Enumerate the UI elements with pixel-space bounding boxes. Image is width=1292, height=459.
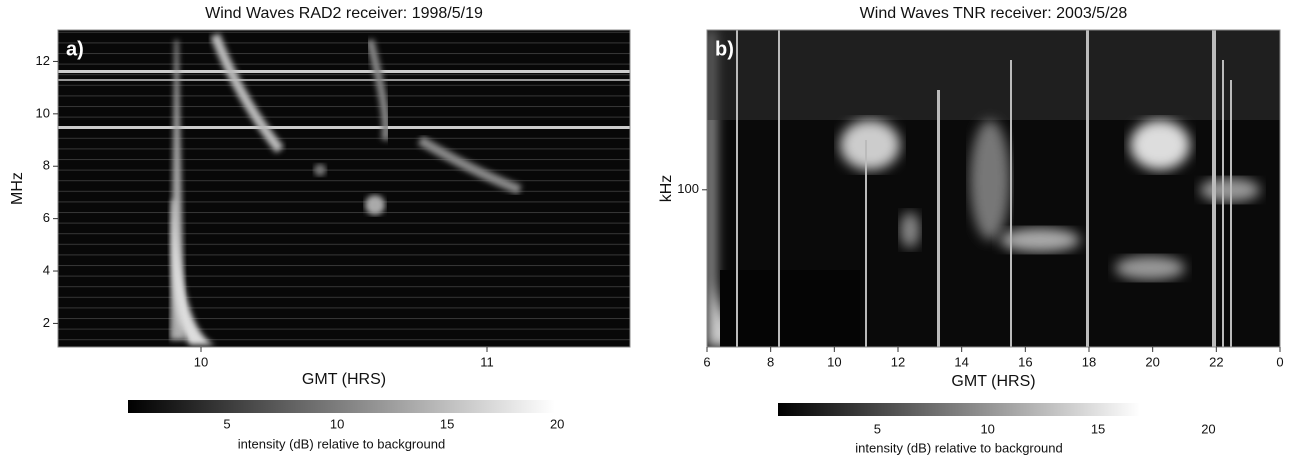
panel-label: a)	[66, 38, 84, 60]
colorbar-label: intensity (dB) relative to background	[855, 440, 1062, 455]
colorbar-tick-label: 5	[223, 416, 230, 431]
colorbar-tick-label: 10	[980, 421, 994, 436]
y-axis-label: kHz	[658, 175, 675, 203]
x-tick-label: 14	[954, 354, 968, 369]
colorbar-tick-label: 20	[1201, 421, 1215, 436]
colorbar-tick-label: 10	[330, 416, 344, 431]
x-tick-label: 10	[827, 354, 841, 369]
colorbar-tick-label: 15	[1091, 421, 1105, 436]
x-tick-label: 6	[703, 354, 710, 369]
x-tick-label: 0	[1276, 354, 1283, 369]
y-tick-label: 8	[43, 158, 50, 173]
x-axis-label: GMT (HRS)	[951, 373, 1035, 390]
panel-label: b)	[715, 38, 734, 60]
x-tick-label: 12	[891, 354, 905, 369]
y-tick-label: 4	[43, 262, 50, 277]
x-tick-label: 18	[1082, 354, 1096, 369]
y-tick-label: 2	[43, 315, 50, 330]
y-tick-label: 12	[36, 53, 50, 68]
chart-title: Wind Waves TNR receiver: 2003/5/28	[860, 5, 1128, 22]
x-axis-label: GMT (HRS)	[302, 371, 386, 388]
y-axis-label: MHz	[9, 172, 26, 205]
colorbar-tick-label: 20	[550, 416, 564, 431]
plot-frame	[57, 29, 631, 348]
x-tick-label: 22	[1209, 354, 1223, 369]
spectrogram-a	[58, 30, 630, 347]
x-tick-label: 16	[1018, 354, 1032, 369]
colorbar	[128, 400, 555, 413]
colorbar	[778, 403, 1140, 416]
x-tick-label: 8	[767, 354, 774, 369]
x-tick-label: 20	[1145, 354, 1159, 369]
spectrogram-b	[707, 30, 1280, 347]
y-tick-label: 100	[677, 181, 699, 196]
plot-frame	[706, 29, 1281, 348]
x-tick-label: 10	[194, 354, 208, 369]
y-tick-label: 6	[43, 210, 50, 225]
chart-title: Wind Waves RAD2 receiver: 1998/5/19	[205, 5, 483, 22]
colorbar-tick-label: 5	[874, 421, 881, 436]
colorbar-label: intensity (dB) relative to background	[238, 436, 445, 451]
colorbar-tick-label: 15	[440, 416, 454, 431]
y-tick-label: 10	[36, 105, 50, 120]
x-tick-label: 11	[480, 354, 494, 369]
